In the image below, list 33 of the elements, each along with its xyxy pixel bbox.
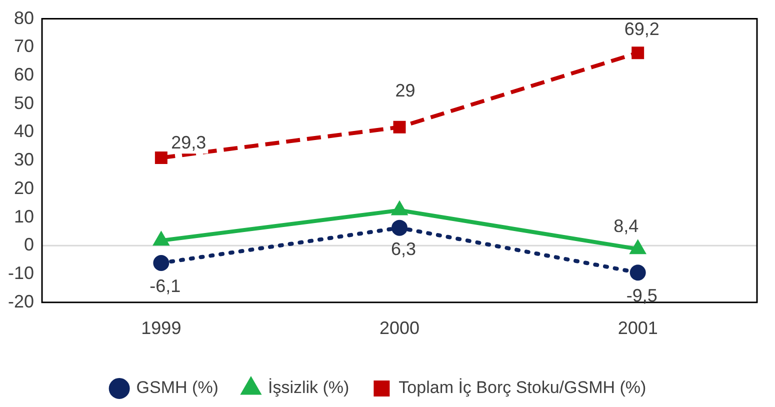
y-tick-label: -10 [8,263,34,284]
y-tick-label: 10 [14,206,34,226]
point [154,232,168,246]
legend-label: GSMH (%) [136,378,218,398]
y-tick-label: 20 [14,178,34,198]
y-tick-label: 0 [24,234,34,255]
annotation: 29 [395,80,416,101]
point [630,264,646,281]
x-tick-label: 2001 [618,318,658,338]
annotation: 29,3 [171,132,206,153]
x-tick-label: 1999 [141,318,182,338]
point [392,220,408,236]
point [392,202,407,216]
y-tick-label: 30 [14,150,34,170]
annotation: 8,4 [614,216,639,236]
y-tick-label: 70 [14,36,34,56]
point [153,254,170,271]
y-tick-label: -20 [8,291,34,312]
data-label: 6,3 [390,238,416,259]
y-tick-label: 80 [14,8,34,28]
x-tick-label: 2000 [379,318,420,338]
y-tick-label: 60 [14,64,34,84]
legend-label: İşsizlik (%) [268,378,350,398]
y-tick-label: 50 [14,92,34,113]
point [393,120,406,134]
point [630,241,646,254]
data-label: -9,5 [626,286,658,306]
point [154,152,168,164]
y-tick-label: 40 [14,121,34,142]
point [632,46,644,60]
data-label: -6,1 [150,276,181,296]
legend-label: Toplam İç Borç Stoku/GSMH (%) [398,378,646,398]
annotation: 69,2 [624,19,660,40]
